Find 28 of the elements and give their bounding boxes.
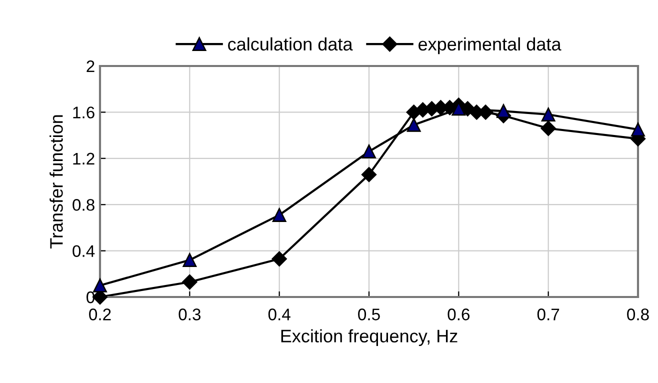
point: [496, 104, 510, 118]
legend-label: calculation data: [228, 37, 353, 51]
point: [631, 122, 645, 136]
x-tick-label: 0.3: [178, 308, 201, 320]
x-tick-label: 0.6: [448, 308, 470, 320]
x-tick-label: 0.8: [627, 308, 649, 320]
point: [362, 144, 376, 158]
x-tick-label: 0.5: [358, 308, 380, 320]
point: [540, 120, 556, 136]
point: [272, 208, 286, 222]
point: [272, 251, 287, 266]
y-axis-title: Transfer function: [50, 115, 63, 248]
point: [541, 108, 556, 122]
point: [182, 253, 197, 267]
point: [93, 278, 107, 292]
x-axis-title: Excition frequency, Hz: [281, 329, 458, 346]
legend-label: experimental data: [418, 37, 562, 54]
x-tick-label: 0.2: [89, 308, 111, 320]
point: [406, 118, 421, 132]
x-tick-label: 0.7: [537, 308, 560, 320]
y-tick-label: 1.6: [73, 106, 94, 118]
y-tick-label: 0.4: [72, 245, 95, 258]
y-tick-label: 0.8: [72, 199, 94, 211]
y-tick-label: 1.2: [73, 152, 94, 164]
y-tick-label: 2: [86, 60, 94, 72]
x-tick-label: 0.4: [268, 308, 290, 320]
point: [182, 274, 198, 290]
point: [361, 167, 377, 182]
